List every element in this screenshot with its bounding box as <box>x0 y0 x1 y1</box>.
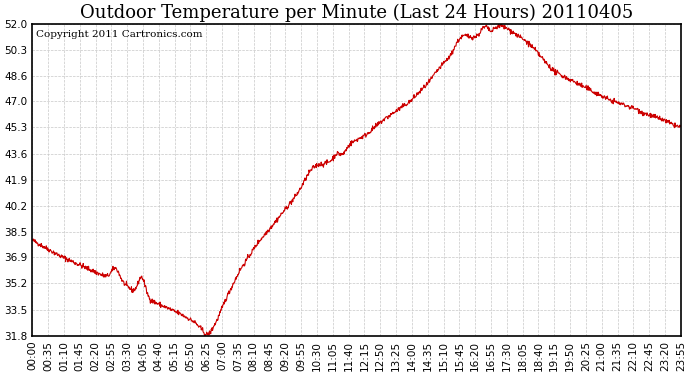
Text: Copyright 2011 Cartronics.com: Copyright 2011 Cartronics.com <box>35 30 202 39</box>
Title: Outdoor Temperature per Minute (Last 24 Hours) 20110405: Outdoor Temperature per Minute (Last 24 … <box>80 4 633 22</box>
